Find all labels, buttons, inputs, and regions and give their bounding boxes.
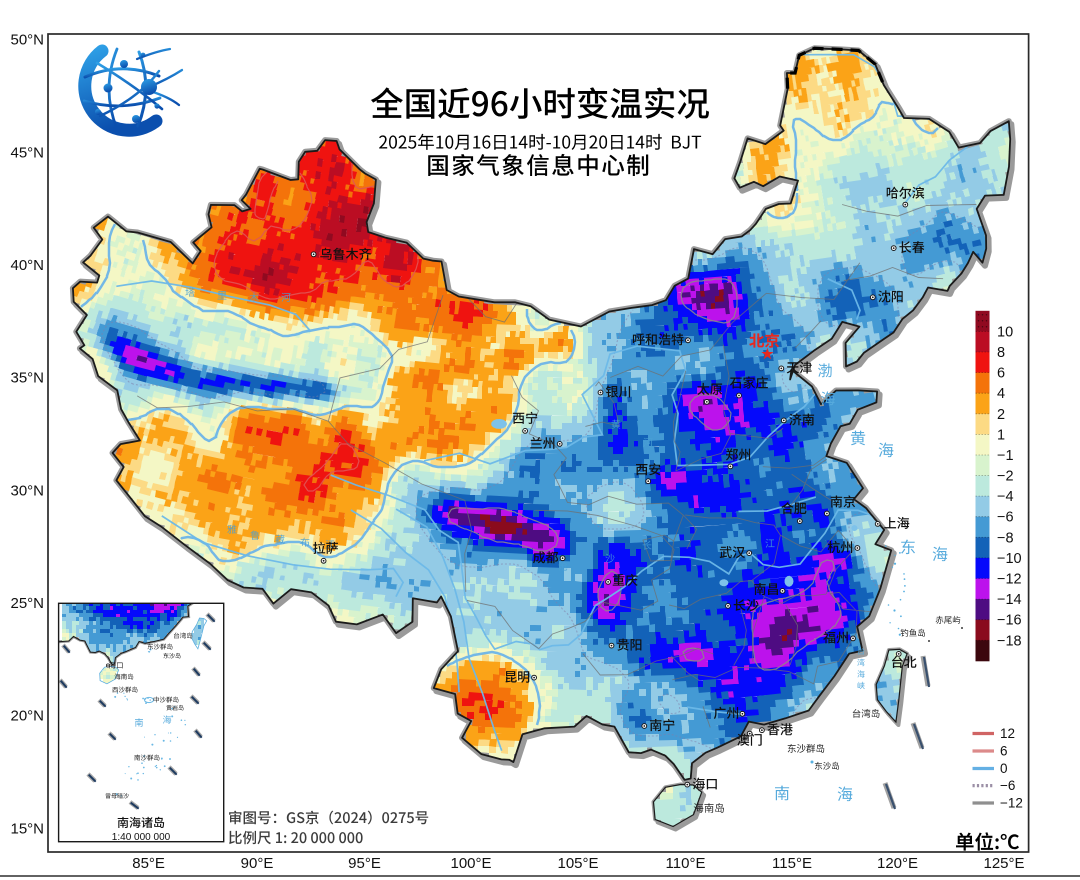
svg-text:45°N: 45°N [10,144,44,161]
svg-text:2: 2 [997,407,1005,423]
svg-text:110°E: 110°E [666,855,706,872]
svg-text:120°E: 120°E [877,855,918,872]
svg-text:100°E: 100°E [450,855,491,872]
svg-text:−6: −6 [1000,778,1015,793]
svg-text:−12: −12 [997,572,1022,588]
svg-text:8: 8 [997,345,1005,361]
svg-text:−4: −4 [997,489,1014,505]
svg-text:125°E: 125°E [983,855,1024,872]
svg-text:25°N: 25°N [10,595,44,612]
svg-text:6: 6 [1000,744,1008,759]
svg-text:85°E: 85°E [132,855,165,872]
svg-text:−6: −6 [997,510,1014,526]
svg-text:−18: −18 [997,633,1022,649]
svg-text:−12: −12 [1000,796,1023,811]
svg-text:0: 0 [1000,761,1008,776]
svg-text:−2: −2 [997,469,1014,485]
svg-text:115°E: 115°E [772,855,812,872]
svg-text:50°N: 50°N [10,32,44,49]
svg-text:90°E: 90°E [241,855,274,872]
svg-text:35°N: 35°N [10,370,44,387]
svg-text:30°N: 30°N [10,482,44,499]
svg-text:−8: −8 [997,530,1014,546]
svg-text:20°N: 20°N [10,708,44,725]
svg-text:−14: −14 [997,592,1022,608]
svg-text:10: 10 [997,324,1013,340]
svg-text:1:40 000 000: 1:40 000 000 [112,832,171,843]
svg-text:15°N: 15°N [10,820,44,837]
svg-text:105°E: 105°E [557,855,598,872]
svg-text:4: 4 [997,386,1005,402]
svg-text:12: 12 [1000,726,1015,741]
svg-text:40°N: 40°N [10,257,44,274]
svg-text:95°E: 95°E [348,855,381,872]
svg-text:1: 1 [997,427,1005,443]
svg-text:−10: −10 [997,551,1022,567]
svg-text:6: 6 [997,366,1005,382]
svg-text:−1: −1 [997,448,1014,464]
svg-text:−16: −16 [997,613,1022,629]
